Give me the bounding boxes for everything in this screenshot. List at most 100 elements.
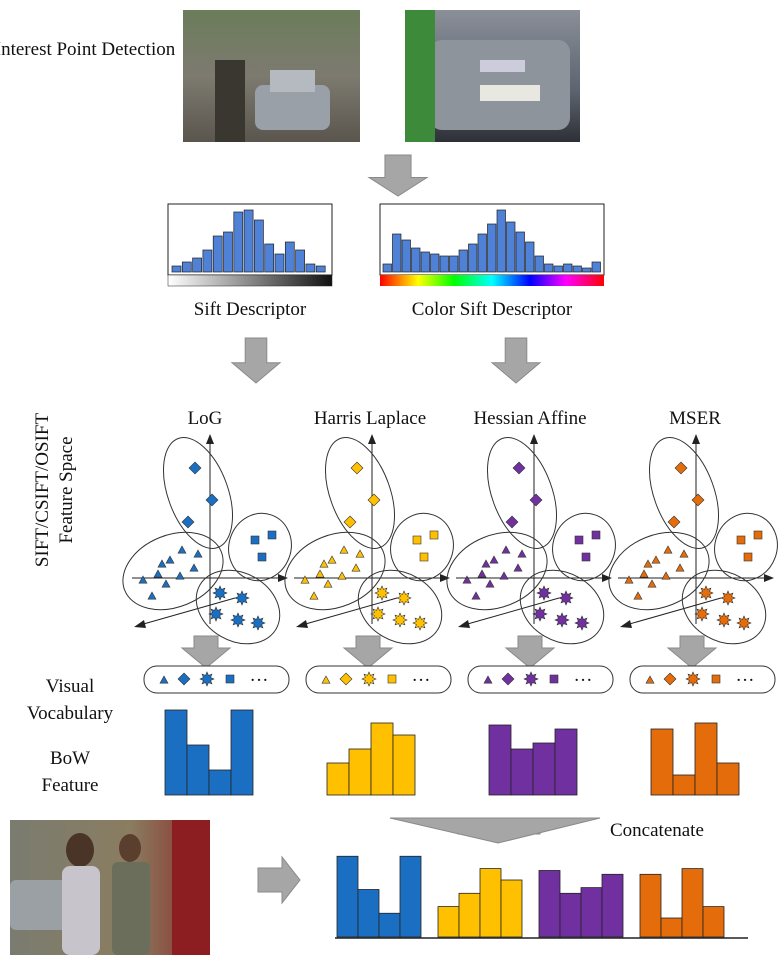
- row-label: Feature: [42, 775, 99, 796]
- triangle-point: [644, 560, 652, 567]
- triangle-point: [148, 592, 156, 599]
- axis-label-line: Feature Space: [56, 436, 77, 543]
- star-point: [209, 607, 223, 621]
- ellipsis: ···: [250, 670, 269, 691]
- descriptor-bar: [254, 220, 263, 272]
- arrow-head: [620, 620, 632, 628]
- photo: [10, 820, 210, 955]
- arrow: [344, 636, 392, 668]
- arrow: [506, 636, 554, 668]
- arrow-head: [458, 620, 470, 628]
- triangle-point: [301, 576, 309, 583]
- square-point: [251, 536, 259, 544]
- star-point: [717, 613, 731, 627]
- arrow-head: [278, 574, 288, 582]
- arrow-head: [296, 620, 308, 628]
- square-point: [737, 536, 745, 544]
- star-point: [371, 607, 385, 621]
- square-point: [388, 675, 396, 683]
- square-point: [420, 553, 428, 561]
- axis: [626, 598, 721, 625]
- diagram: Interest Point Detection Sift Descriptor…: [0, 0, 780, 960]
- color-strip: [380, 275, 604, 286]
- descriptor-bar: [316, 266, 325, 272]
- triangle-point: [634, 592, 642, 599]
- square-point: [592, 531, 600, 539]
- descriptor-bar: [213, 236, 222, 272]
- star-point: [686, 672, 700, 686]
- concat-bar: [358, 890, 379, 938]
- triangle-point: [490, 556, 498, 563]
- triangle-point: [139, 576, 147, 583]
- triangle-point: [478, 570, 486, 577]
- star-point: [375, 586, 389, 600]
- triangle-point: [176, 572, 184, 579]
- cluster: [219, 504, 301, 589]
- arrow-head: [368, 434, 376, 444]
- bow-bar: [695, 723, 717, 795]
- descriptor-bar: [244, 210, 253, 272]
- descriptor-label: Sift Descriptor: [194, 299, 307, 320]
- descriptor-bar: [516, 232, 525, 272]
- star-point: [699, 586, 713, 600]
- row-label: BoW: [50, 748, 90, 769]
- ellipsis: ···: [736, 670, 755, 691]
- star-point: [397, 591, 411, 605]
- descriptor-bar: [182, 262, 191, 272]
- bow-bar: [533, 743, 555, 795]
- square-point: [712, 675, 720, 683]
- concat-bar: [581, 888, 602, 937]
- square-point: [550, 675, 558, 683]
- cluster: [312, 428, 408, 558]
- concat-bar: [602, 874, 623, 937]
- descriptor-bar: [193, 258, 202, 272]
- triangle-point: [356, 550, 364, 557]
- square-point: [268, 531, 276, 539]
- concat-bar: [661, 918, 682, 937]
- triangle-point: [178, 546, 186, 553]
- star-point: [231, 613, 245, 627]
- descriptor-bar: [402, 240, 411, 272]
- arrow: [668, 636, 716, 668]
- descriptor-bar: [573, 266, 582, 272]
- square-point: [744, 553, 752, 561]
- diamond-point: [344, 516, 356, 528]
- ellipsis: ···: [574, 670, 593, 691]
- triangle-point: [310, 592, 318, 599]
- square-point: [413, 536, 421, 544]
- triangle-point: [340, 546, 348, 553]
- descriptor-bar: [592, 262, 601, 272]
- square-point: [582, 553, 590, 561]
- arrow-head: [134, 620, 146, 628]
- arrow: [232, 338, 280, 383]
- arrow-head: [764, 574, 774, 582]
- descriptor-bar: [412, 248, 421, 272]
- descriptor-label: Color Sift Descriptor: [412, 299, 573, 320]
- detector-label: LoG: [188, 408, 223, 429]
- axis: [302, 598, 397, 625]
- descriptor-bar: [224, 232, 233, 272]
- descriptor-bar: [431, 254, 440, 272]
- bow-bar: [489, 725, 511, 795]
- bow-bar: [673, 775, 695, 795]
- arrow: [390, 818, 600, 843]
- triangle-point: [324, 580, 332, 587]
- diamond-point: [513, 462, 525, 474]
- concat-bar: [337, 856, 358, 937]
- descriptor-bar: [554, 266, 563, 272]
- diamond-point: [692, 494, 704, 506]
- square-point: [226, 675, 234, 683]
- descriptor-bar: [535, 256, 544, 272]
- triangle-point: [338, 572, 346, 579]
- star-point: [200, 672, 214, 686]
- diamond-point: [351, 462, 363, 474]
- ellipsis: ···: [412, 670, 431, 691]
- descriptor-bar: [459, 250, 468, 272]
- concatenate-label: Concatenate: [610, 820, 704, 841]
- descriptor-bar: [393, 234, 402, 272]
- triangle-point: [640, 570, 648, 577]
- descriptor-bar: [275, 254, 284, 272]
- feature-space: [273, 428, 462, 658]
- arrow-head: [206, 434, 214, 444]
- square-point: [430, 531, 438, 539]
